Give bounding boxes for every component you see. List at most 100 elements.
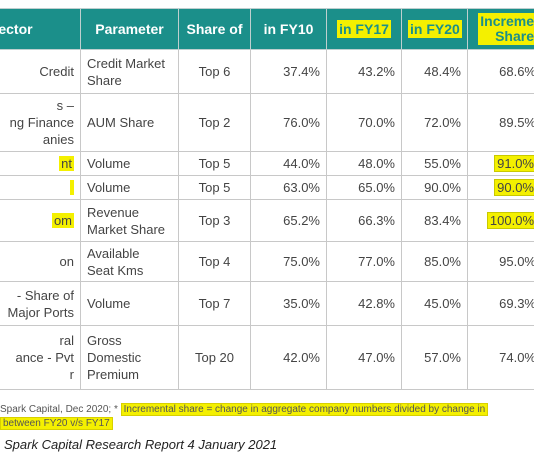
table-body: Credit Credit Market Share Top 6 37.4% 43.2% 4… — [0, 49, 534, 390]
header-fy20-label: in FY20 — [408, 20, 462, 38]
sector-text: nt — [59, 156, 74, 171]
cell-fy17: 42.8% — [326, 281, 402, 326]
header-fy17-label: in FY17 — [337, 20, 391, 38]
sector-text: ance - Pvt — [15, 350, 74, 365]
header-incremental: Increme Share — [467, 8, 534, 50]
cell-sector — [0, 175, 81, 200]
parameter-text: Gross — [87, 333, 122, 348]
parameter-text: Volume — [87, 156, 131, 171]
cell-fy17: 66.3% — [326, 199, 402, 242]
incremental-value: 89.5% — [499, 115, 534, 130]
parameter-text: Credit Market — [87, 55, 166, 71]
cell-parameter: Credit Market Share — [80, 49, 179, 94]
cell-fy10: 63.0% — [250, 175, 327, 200]
table-row: s – ng Finance anies AUM Share Top 2 76.0% 70.… — [0, 93, 534, 152]
cell-incremental: 68.6% — [467, 49, 534, 94]
cell-parameter: Revenue Market Share — [80, 199, 179, 242]
cell-sector: on — [0, 241, 81, 282]
header-incremental-line1: Increme — [480, 13, 534, 29]
cell-parameter: Volume — [80, 175, 179, 200]
cell-fy20: 90.0% — [401, 175, 468, 200]
cell-fy20: 57.0% — [401, 325, 468, 390]
table-row: on Available Seat Kms Top 4 75.0% 77.0% 85.0% 9… — [0, 241, 534, 282]
cell-incremental: 95.0% — [467, 241, 534, 282]
cell-fy10: 42.0% — [250, 325, 327, 390]
footnote-highlight-1: Incremental share = change in aggregate … — [120, 403, 489, 416]
parameter-text: Available — [87, 245, 140, 261]
table-header-row: Sector Parameter Share of in FY10 in FY1… — [0, 8, 534, 50]
incremental-value: 69.3% — [499, 296, 534, 311]
cell-share-of: Top 7 — [178, 281, 251, 326]
cell-fy10: 35.0% — [250, 281, 327, 326]
header-fy17: in FY17 — [326, 8, 402, 50]
sector-text: s – — [56, 98, 74, 113]
parameter-text: Volume — [87, 296, 131, 311]
parameter-text: AUM Share — [87, 115, 155, 130]
cell-share-of: Top 5 — [178, 151, 251, 176]
cell-incremental: 69.3% — [467, 281, 534, 326]
sector-text: Credit — [39, 64, 74, 79]
cell-sector: om — [0, 199, 81, 242]
cell-parameter: Gross Domestic Premium — [80, 325, 179, 390]
cell-fy20: 85.0% — [401, 241, 468, 282]
sector-text: - Share of — [16, 287, 74, 303]
incremental-value: 91.0% — [494, 155, 534, 172]
cell-sector: - Share of Major Ports — [0, 281, 81, 326]
sector-text: ral — [59, 333, 74, 348]
cell-fy10: 75.0% — [250, 241, 327, 282]
cell-fy17: 43.2% — [326, 49, 402, 94]
header-fy20: in FY20 — [401, 8, 468, 50]
sector-text: on — [59, 254, 74, 269]
market-share-table-container: Sector Parameter Share of in FY10 in FY1… — [0, 8, 534, 390]
cell-fy20: 48.4% — [401, 49, 468, 94]
cell-share-of: Top 5 — [178, 175, 251, 200]
header-share-of: Share of — [178, 8, 251, 50]
cell-fy20: 83.4% — [401, 199, 468, 242]
parameter-text: Volume — [87, 180, 131, 195]
cell-incremental: 91.0% — [467, 151, 534, 176]
cell-fy17: 70.0% — [326, 93, 402, 152]
cell-incremental: 74.0% — [467, 325, 534, 390]
cell-fy17: 47.0% — [326, 325, 402, 390]
cell-share-of: Top 6 — [178, 49, 251, 94]
cell-fy17: 77.0% — [326, 241, 402, 282]
incremental-value: 74.0% — [499, 350, 534, 365]
cell-parameter: Volume — [80, 281, 179, 326]
cell-fy10: 65.2% — [250, 199, 327, 242]
sector-text: ng Finance — [9, 115, 74, 130]
table-row: Credit Credit Market Share Top 6 37.4% 43.2% 4… — [0, 49, 534, 94]
market-share-table: Sector Parameter Share of in FY10 in FY1… — [0, 8, 534, 390]
cell-incremental: 100.0% — [467, 199, 534, 242]
cell-share-of: Top 2 — [178, 93, 251, 152]
parameter-text: Revenue — [87, 204, 140, 220]
header-incremental-line2: Share — [495, 28, 534, 44]
parameter-text: Premium — [87, 367, 140, 382]
cell-parameter: Volume — [80, 151, 179, 176]
cell-sector: s – ng Finance anies — [0, 93, 81, 152]
cell-incremental: 89.5% — [467, 93, 534, 152]
cell-share-of: Top 3 — [178, 199, 251, 242]
cell-fy10: 37.4% — [250, 49, 327, 94]
incremental-value: 100.0% — [486, 212, 534, 229]
table-row: om Revenue Market Share Top 3 65.2% 66.3% 83.4… — [0, 199, 534, 242]
cell-fy20: 45.0% — [401, 281, 468, 326]
cell-parameter: Available Seat Kms — [80, 241, 179, 282]
table-row: ral ance - Pvt r Gross Domestic Premium Top 20… — [0, 325, 534, 390]
cell-share-of: Top 20 — [178, 325, 251, 390]
footnote-line-1: Spark Capital, Dec 2020; * Incremental s… — [0, 403, 534, 417]
cell-parameter: AUM Share — [80, 93, 179, 152]
caption: Spark Capital Research Report 4 January … — [4, 437, 278, 452]
cell-fy20: 55.0% — [401, 151, 468, 176]
footnote-line-2: between FY20 v/s FY17 — [0, 417, 534, 431]
footnote-highlight-2: between FY20 v/s FY17 — [0, 417, 113, 430]
parameter-text: Domestic — [87, 350, 142, 365]
cell-sector: Credit — [0, 49, 81, 94]
cell-fy17: 48.0% — [326, 151, 402, 176]
sector-text: r — [69, 367, 74, 382]
table-row: - Share of Major Ports Volume Top 7 35.0% 42.… — [0, 281, 534, 326]
footnote: Spark Capital, Dec 2020; * Incremental s… — [0, 403, 534, 431]
parameter-text: Seat Kms — [87, 262, 144, 278]
cell-fy10: 76.0% — [250, 93, 327, 152]
cell-sector: ral ance - Pvt r — [0, 325, 81, 390]
header-fy10: in FY10 — [250, 8, 327, 50]
